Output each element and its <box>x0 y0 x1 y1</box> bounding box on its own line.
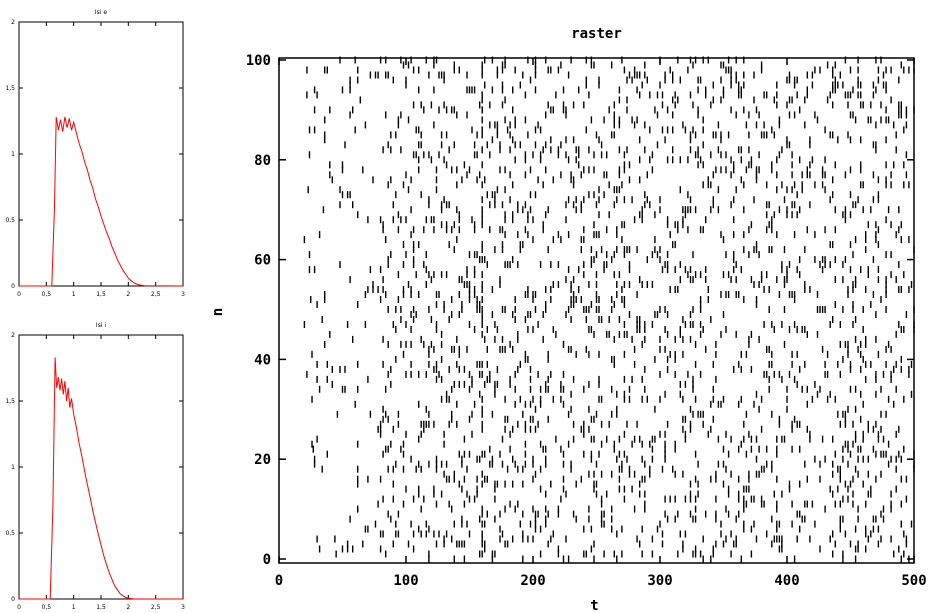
raster-y-axis-label: n <box>210 308 226 316</box>
isi-i-y-tick-label: 1 <box>11 464 15 471</box>
raster-x-axis-label: t <box>590 598 598 613</box>
raster-x-tick-label: 200 <box>520 573 545 589</box>
isi-e-title: Isi e <box>95 9 107 16</box>
raster-y-tick-label: 80 <box>254 153 271 169</box>
isi-e-y-tick-label: 2 <box>11 19 15 26</box>
isi-i-x-tick-label: 3 <box>181 604 185 611</box>
raster-y-tick-label: 100 <box>246 53 271 69</box>
isi-i-series-line <box>19 357 184 600</box>
isi-i-title: Isi i <box>96 322 106 329</box>
isi-i-x-tick-label: 2,5 <box>151 604 161 611</box>
isi-i-plot: Isi i 0 0,5 1 1,5 2 2,5 3 0 0,5 1 1,5 2 <box>5 322 185 611</box>
isi-i-x-tick-label: 1 <box>72 604 76 611</box>
isi-e-y-tick-label: 1 <box>11 151 15 158</box>
isi-e-x-tick-label: 2,5 <box>151 291 161 298</box>
isi-i-x-tick-label: 2 <box>126 604 130 611</box>
isi-e-x-tick-label: 0 <box>17 291 21 298</box>
isi-e-plot: Isi e 0 0,5 1 1,5 2 2,5 3 0 0,5 1 1,5 2 <box>5 9 185 298</box>
isi-e-x-tick-label: 2 <box>126 291 130 298</box>
isi-i-y-tick-label: 1,5 <box>5 398 15 405</box>
isi-i-x-tick-label: 1,5 <box>96 604 106 611</box>
isi-i-y-tick-label: 0 <box>11 596 15 603</box>
raster-x-tick-label: 500 <box>901 573 926 589</box>
raster-y-tick-label: 60 <box>254 253 271 269</box>
isi-e-x-tick-label: 3 <box>181 291 185 298</box>
isi-e-x-tick-label: 1,5 <box>96 291 106 298</box>
raster-x-tick-label: 300 <box>647 573 672 589</box>
raster-y-tick-label: 40 <box>254 352 271 368</box>
raster-x-tick-label: 400 <box>774 573 799 589</box>
isi-e-y-tick-label: 1,5 <box>5 85 15 92</box>
raster-y-tick-label: 20 <box>254 452 271 468</box>
isi-e-x-tick-label: 0,5 <box>42 291 52 298</box>
isi-i-x-tick-label: 0 <box>17 604 21 611</box>
raster-x-tick-label: 100 <box>393 573 418 589</box>
isi-e-x-tick-label: 1 <box>72 291 76 298</box>
raster-y-tick-label: 0 <box>263 552 271 568</box>
isi-e-y-tick-label: 0,5 <box>5 217 15 224</box>
raster-title: raster <box>571 26 622 42</box>
isi-i-y-tick-label: 0,5 <box>5 530 15 537</box>
isi-e-series-line <box>19 116 184 287</box>
isi-i-frame <box>18 334 184 600</box>
isi-i-y-tick-label: 2 <box>11 332 15 339</box>
isi-e-frame <box>18 21 184 287</box>
isi-e-y-tick-label: 0 <box>11 283 15 290</box>
raster-spikes <box>303 56 915 563</box>
raster-x-tick-label: 0 <box>275 573 283 589</box>
isi-i-x-tick-label: 0,5 <box>42 604 52 611</box>
raster-plot: raster t n 0 100 200 300 400 500 0 20 40 60 80 100 <box>210 26 927 613</box>
